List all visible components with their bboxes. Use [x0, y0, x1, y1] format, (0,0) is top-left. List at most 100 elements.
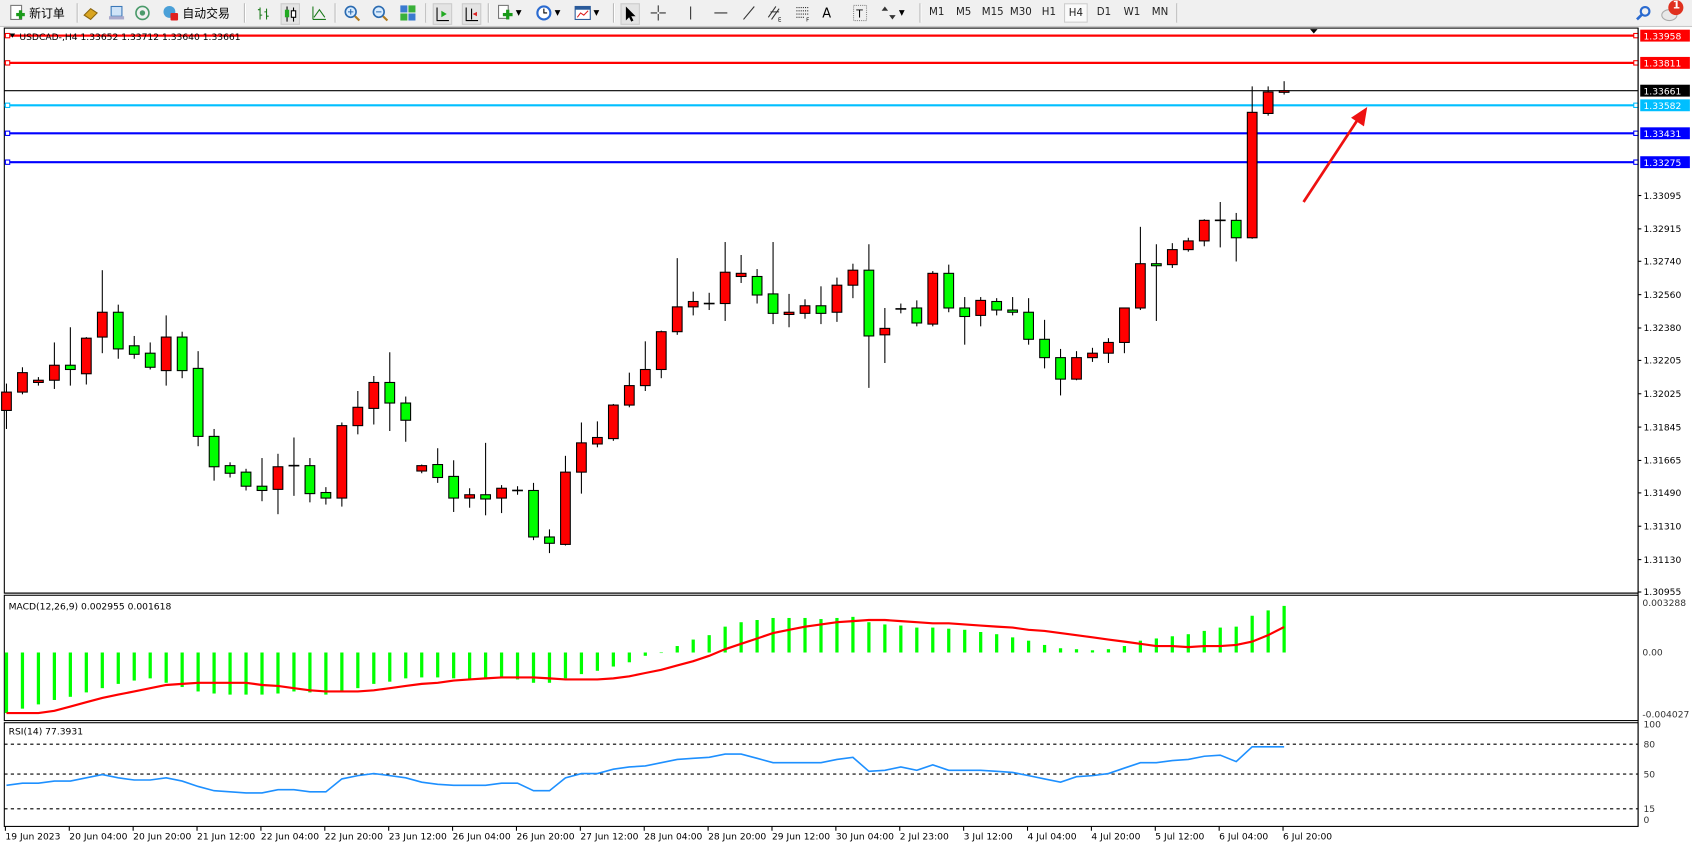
horizontal-line-1.33582[interactable]: 1.33582: [4, 99, 1690, 112]
zoom-in-icon: [343, 4, 361, 22]
macd-histogram-bar: [947, 628, 951, 653]
macd-axis-label: -0.004027: [1642, 709, 1689, 720]
text-button[interactable]: A: [822, 3, 831, 22]
search-icon: [1635, 4, 1652, 21]
horizontal-line-button[interactable]: [712, 3, 729, 22]
timeframe-m5-button[interactable]: M5: [955, 6, 972, 19]
text-label-button[interactable]: T: [851, 3, 868, 22]
search-button[interactable]: [1635, 3, 1652, 22]
zoom-in-button[interactable]: [343, 3, 361, 22]
macd-pane-frame[interactable]: [3, 594, 1639, 722]
macd-histogram-bar: [388, 652, 392, 682]
time-axis-label: 23 Jun 12:00: [389, 831, 447, 842]
templates-button[interactable]: ▼: [574, 3, 599, 22]
add-indicator-icon: [496, 4, 513, 21]
rsi-axis-label: 15: [1643, 804, 1655, 815]
vertical-line-icon: [682, 4, 699, 21]
time-axis-label: 6 Jul 20:00: [1283, 831, 1332, 842]
line-handle-right[interactable]: [1633, 60, 1639, 66]
indicators-button[interactable]: ▼: [496, 3, 522, 22]
text-icon: A: [822, 5, 832, 21]
new-order-button[interactable]: 新订单: [9, 3, 65, 22]
arrows-button[interactable]: ▼: [881, 3, 905, 22]
timeframe-m15-button[interactable]: M15: [981, 6, 1004, 19]
candle-body: [160, 336, 172, 372]
candle-body: [416, 465, 428, 472]
dropdown-arrow-icon: ▼: [898, 8, 905, 18]
chart-shift-icon: [463, 5, 480, 22]
candle-body: [1007, 309, 1019, 313]
time-axis-label: 28 Jun 20:00: [708, 831, 766, 842]
separator: [76, 3, 79, 23]
equidistant-channel-button[interactable]: E: [766, 3, 783, 24]
candlestick-button[interactable]: [280, 3, 300, 25]
signal-icon: [134, 4, 151, 21]
line-handle-left[interactable]: [4, 159, 11, 165]
cursor-button[interactable]: [620, 3, 640, 25]
horizontal-line-1.33661[interactable]: 1.33661: [4, 84, 1690, 98]
market-watch-button[interactable]: [82, 3, 99, 22]
horizontal-line-1.33431[interactable]: 1.33431: [4, 127, 1690, 140]
candle-body: [368, 381, 380, 409]
rsi-axis-label: 100: [1643, 720, 1661, 731]
crosshair-button[interactable]: [650, 3, 667, 22]
candle-body: [879, 327, 891, 336]
macd-histogram-bar: [148, 652, 152, 679]
timeframe-m30-button[interactable]: M30: [1009, 6, 1032, 19]
line-handle-left[interactable]: [4, 60, 11, 66]
line-handle-left[interactable]: [4, 32, 11, 39]
timeframe-w1-button[interactable]: W1: [1123, 6, 1141, 19]
line-handle-left[interactable]: [4, 102, 11, 108]
timeframe-h1-button[interactable]: H1: [1041, 6, 1057, 19]
candle: [144, 342, 156, 370]
horizontal-line-1.33958[interactable]: 1.33958: [4, 29, 1690, 43]
tile-windows-button[interactable]: [399, 3, 416, 22]
line-handle-right[interactable]: [1633, 102, 1639, 108]
red-arrow-annotation[interactable]: [1302, 106, 1368, 203]
chart-window[interactable]: 1.33958 1.33811 1.33661 1.33582 1.33431 1.332…: [0, 27, 1692, 848]
candle: [1166, 243, 1178, 268]
timeframe-d1-button[interactable]: D1: [1096, 6, 1112, 19]
macd-histogram-bar: [212, 652, 216, 694]
candle-body: [1198, 219, 1210, 242]
candle: [304, 458, 316, 503]
separator: [425, 3, 428, 23]
macd-histogram-bar: [1042, 644, 1047, 653]
line-handle-right[interactable]: [1633, 32, 1639, 39]
chart-menu-triangle-icon[interactable]: [9, 33, 16, 38]
macd-histogram-bar: [436, 652, 440, 678]
clock-icon: [535, 4, 552, 21]
line-handle-right[interactable]: [1633, 159, 1639, 165]
time-axis-label: 19 Jun 2023: [5, 831, 60, 842]
periods-button[interactable]: ▼: [535, 3, 560, 22]
candle: [1134, 226, 1146, 311]
chart-shift-marker-icon[interactable]: [1310, 29, 1318, 34]
line-handle-right[interactable]: [1633, 130, 1639, 136]
horizontal-line-1.33275[interactable]: 1.33275: [4, 156, 1690, 169]
fibonacci-button[interactable]: F: [794, 3, 811, 24]
chart-shift-button[interactable]: [461, 3, 482, 25]
timeframe-mn-button[interactable]: MN: [1151, 6, 1169, 19]
trendline-button[interactable]: [740, 3, 757, 22]
line-chart-button[interactable]: [311, 3, 328, 22]
timeframe-m1-button[interactable]: M1: [928, 6, 945, 19]
terminal-icon: [108, 4, 125, 21]
candle: [591, 421, 603, 448]
candle-body: [623, 385, 635, 406]
price-tag-label: 1.33811: [1643, 59, 1681, 70]
signals-button[interactable]: [134, 3, 151, 22]
navigator-button[interactable]: [108, 3, 125, 22]
zoom-out-button[interactable]: [371, 3, 389, 22]
notifications-button[interactable]: 1: [1660, 0, 1686, 22]
macd-histogram-bar: [100, 652, 104, 689]
auto-trading-button[interactable]: 自动交易: [162, 3, 230, 22]
candle-body: [96, 311, 108, 338]
macd-histogram-bar: [675, 646, 679, 653]
candle-body: [863, 269, 875, 337]
timeframe-h4-button[interactable]: H4: [1063, 3, 1088, 23]
auto-scroll-button[interactable]: [432, 3, 453, 25]
vertical-line-button[interactable]: [682, 3, 699, 22]
bar-chart-button[interactable]: [255, 3, 272, 22]
candle-body: [144, 352, 156, 368]
line-handle-left[interactable]: [4, 130, 11, 136]
